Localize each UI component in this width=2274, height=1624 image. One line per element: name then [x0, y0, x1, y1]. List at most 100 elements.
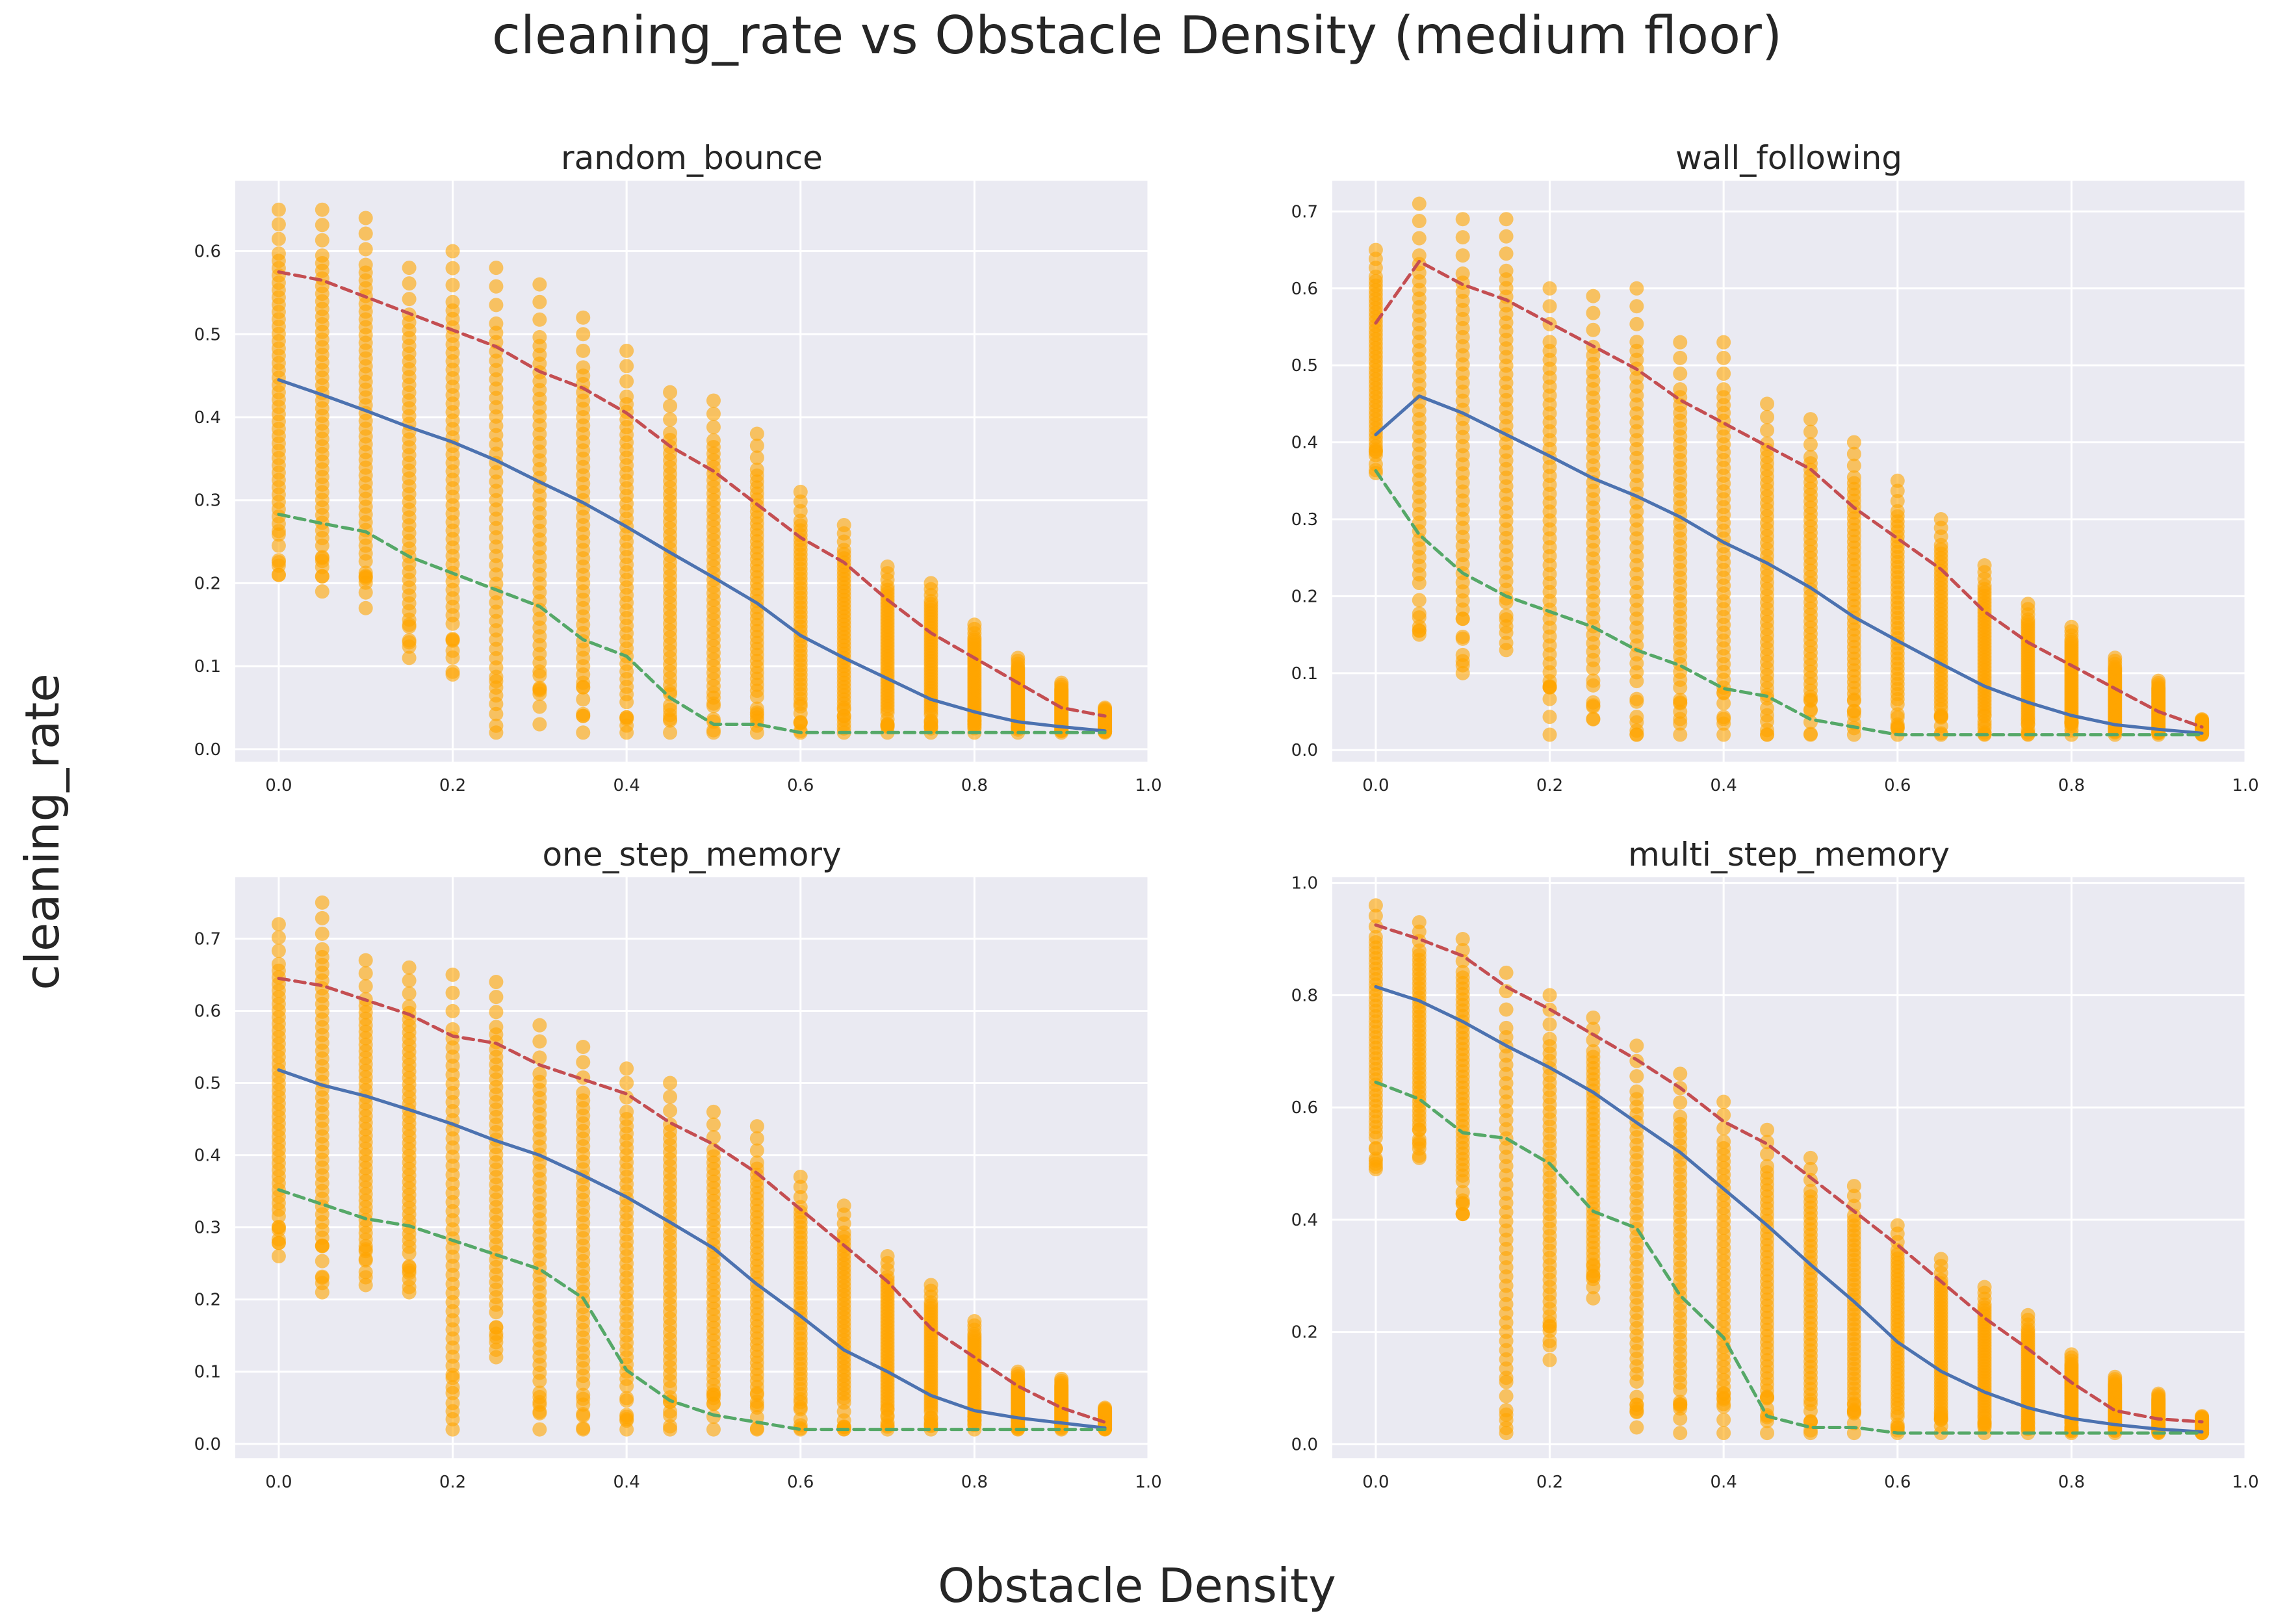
data-point	[1542, 1334, 1557, 1348]
data-point	[1542, 1031, 1557, 1046]
data-point	[1499, 1389, 1514, 1404]
data-point	[2064, 715, 2079, 730]
data-point	[1542, 678, 1557, 693]
data-point	[1673, 350, 1688, 365]
y-tick-label: 1.0	[1291, 874, 1318, 894]
subplot-title: multi_step_memory	[1628, 836, 1950, 873]
lower-line	[1374, 469, 2204, 737]
data-point	[358, 953, 373, 968]
data-point	[1412, 593, 1427, 608]
data-point	[271, 246, 286, 261]
data-point	[532, 686, 547, 701]
data-point	[1803, 727, 1818, 741]
data-point	[793, 699, 808, 714]
data-point	[1098, 1402, 1113, 1417]
data-point	[532, 277, 547, 292]
data-point	[315, 202, 329, 217]
data-point	[1586, 322, 1601, 337]
data-point	[1977, 708, 1992, 723]
data-point	[489, 1343, 504, 1358]
data-point	[1846, 458, 1861, 473]
data-point	[576, 1397, 591, 1412]
data-point	[1673, 366, 1688, 381]
data-point	[445, 1371, 460, 1386]
data-point	[619, 374, 634, 389]
x-tick-label: 0.0	[265, 776, 292, 795]
y-tick-label: 0.4	[1291, 1211, 1318, 1230]
data-point	[1455, 230, 1470, 245]
data-point	[1629, 1397, 1644, 1412]
data-point	[619, 687, 634, 702]
data-point	[706, 1396, 721, 1411]
data-point	[489, 279, 504, 294]
data-point	[402, 986, 417, 1001]
data-point	[489, 1005, 504, 1020]
data-point	[663, 426, 678, 441]
upper-line	[1374, 259, 2204, 729]
data-point	[358, 242, 373, 257]
data-point	[315, 895, 329, 910]
data-point	[1629, 281, 1644, 296]
x-tick-label: 1.0	[1135, 1473, 1161, 1492]
data-point	[532, 312, 547, 327]
y-tick-label: 0.6	[1291, 279, 1318, 299]
data-point	[1542, 691, 1557, 706]
data-point	[445, 277, 460, 292]
data-point	[445, 643, 460, 658]
data-point	[1760, 708, 1775, 723]
data-point	[706, 1422, 721, 1437]
x-tick-label: 0.4	[613, 1473, 640, 1492]
data-point	[489, 697, 504, 712]
data-point	[1803, 450, 1818, 465]
x-tick-label: 1.0	[1135, 776, 1161, 795]
data-point	[619, 1391, 634, 1406]
data-point	[402, 617, 417, 632]
data-point	[358, 600, 373, 615]
data-point	[271, 957, 286, 972]
data-point	[271, 930, 286, 945]
data-point	[1890, 494, 1905, 509]
data-point	[1499, 636, 1514, 651]
data-point	[1890, 504, 1905, 519]
x-tick-label: 0.0	[1362, 776, 1389, 795]
data-point	[576, 1055, 591, 1070]
data-point	[271, 1232, 286, 1247]
data-point	[445, 632, 460, 647]
mean-line	[277, 378, 1107, 733]
subplot-title: wall_following	[1675, 139, 1902, 177]
data-point	[445, 261, 460, 276]
data-point	[663, 702, 678, 717]
data-point	[1977, 1291, 1992, 1306]
x-tick-label: 0.6	[1884, 1473, 1911, 1492]
data-point	[749, 1421, 764, 1436]
data-point	[576, 310, 591, 325]
data-point	[1673, 1398, 1688, 1413]
data-point	[924, 1289, 938, 1304]
data-point	[706, 690, 721, 705]
x-tick-label: 0.6	[787, 776, 814, 795]
data-point	[532, 1050, 547, 1065]
data-point	[445, 664, 460, 679]
data-point	[1716, 710, 1731, 725]
data-point	[271, 1220, 286, 1235]
data-point	[749, 438, 764, 453]
data-point	[967, 1412, 982, 1427]
data-point	[489, 680, 504, 695]
data-point	[1803, 424, 1818, 439]
data-point	[619, 343, 634, 358]
data-point	[576, 1408, 591, 1423]
data-point	[358, 1242, 373, 1257]
data-point	[1716, 366, 1731, 381]
data-point	[1629, 727, 1644, 742]
y-tick-label: 0.2	[1291, 1323, 1318, 1343]
data-point	[836, 534, 851, 549]
data-point	[967, 1322, 982, 1337]
data-point	[793, 1169, 808, 1184]
data-point	[1412, 623, 1427, 638]
data-point	[576, 1421, 591, 1436]
data-point	[402, 292, 417, 307]
y-tick-label: 0.1	[194, 657, 221, 677]
lower-line	[277, 512, 1107, 734]
data-point	[489, 1326, 504, 1341]
data-point	[1499, 1002, 1514, 1017]
